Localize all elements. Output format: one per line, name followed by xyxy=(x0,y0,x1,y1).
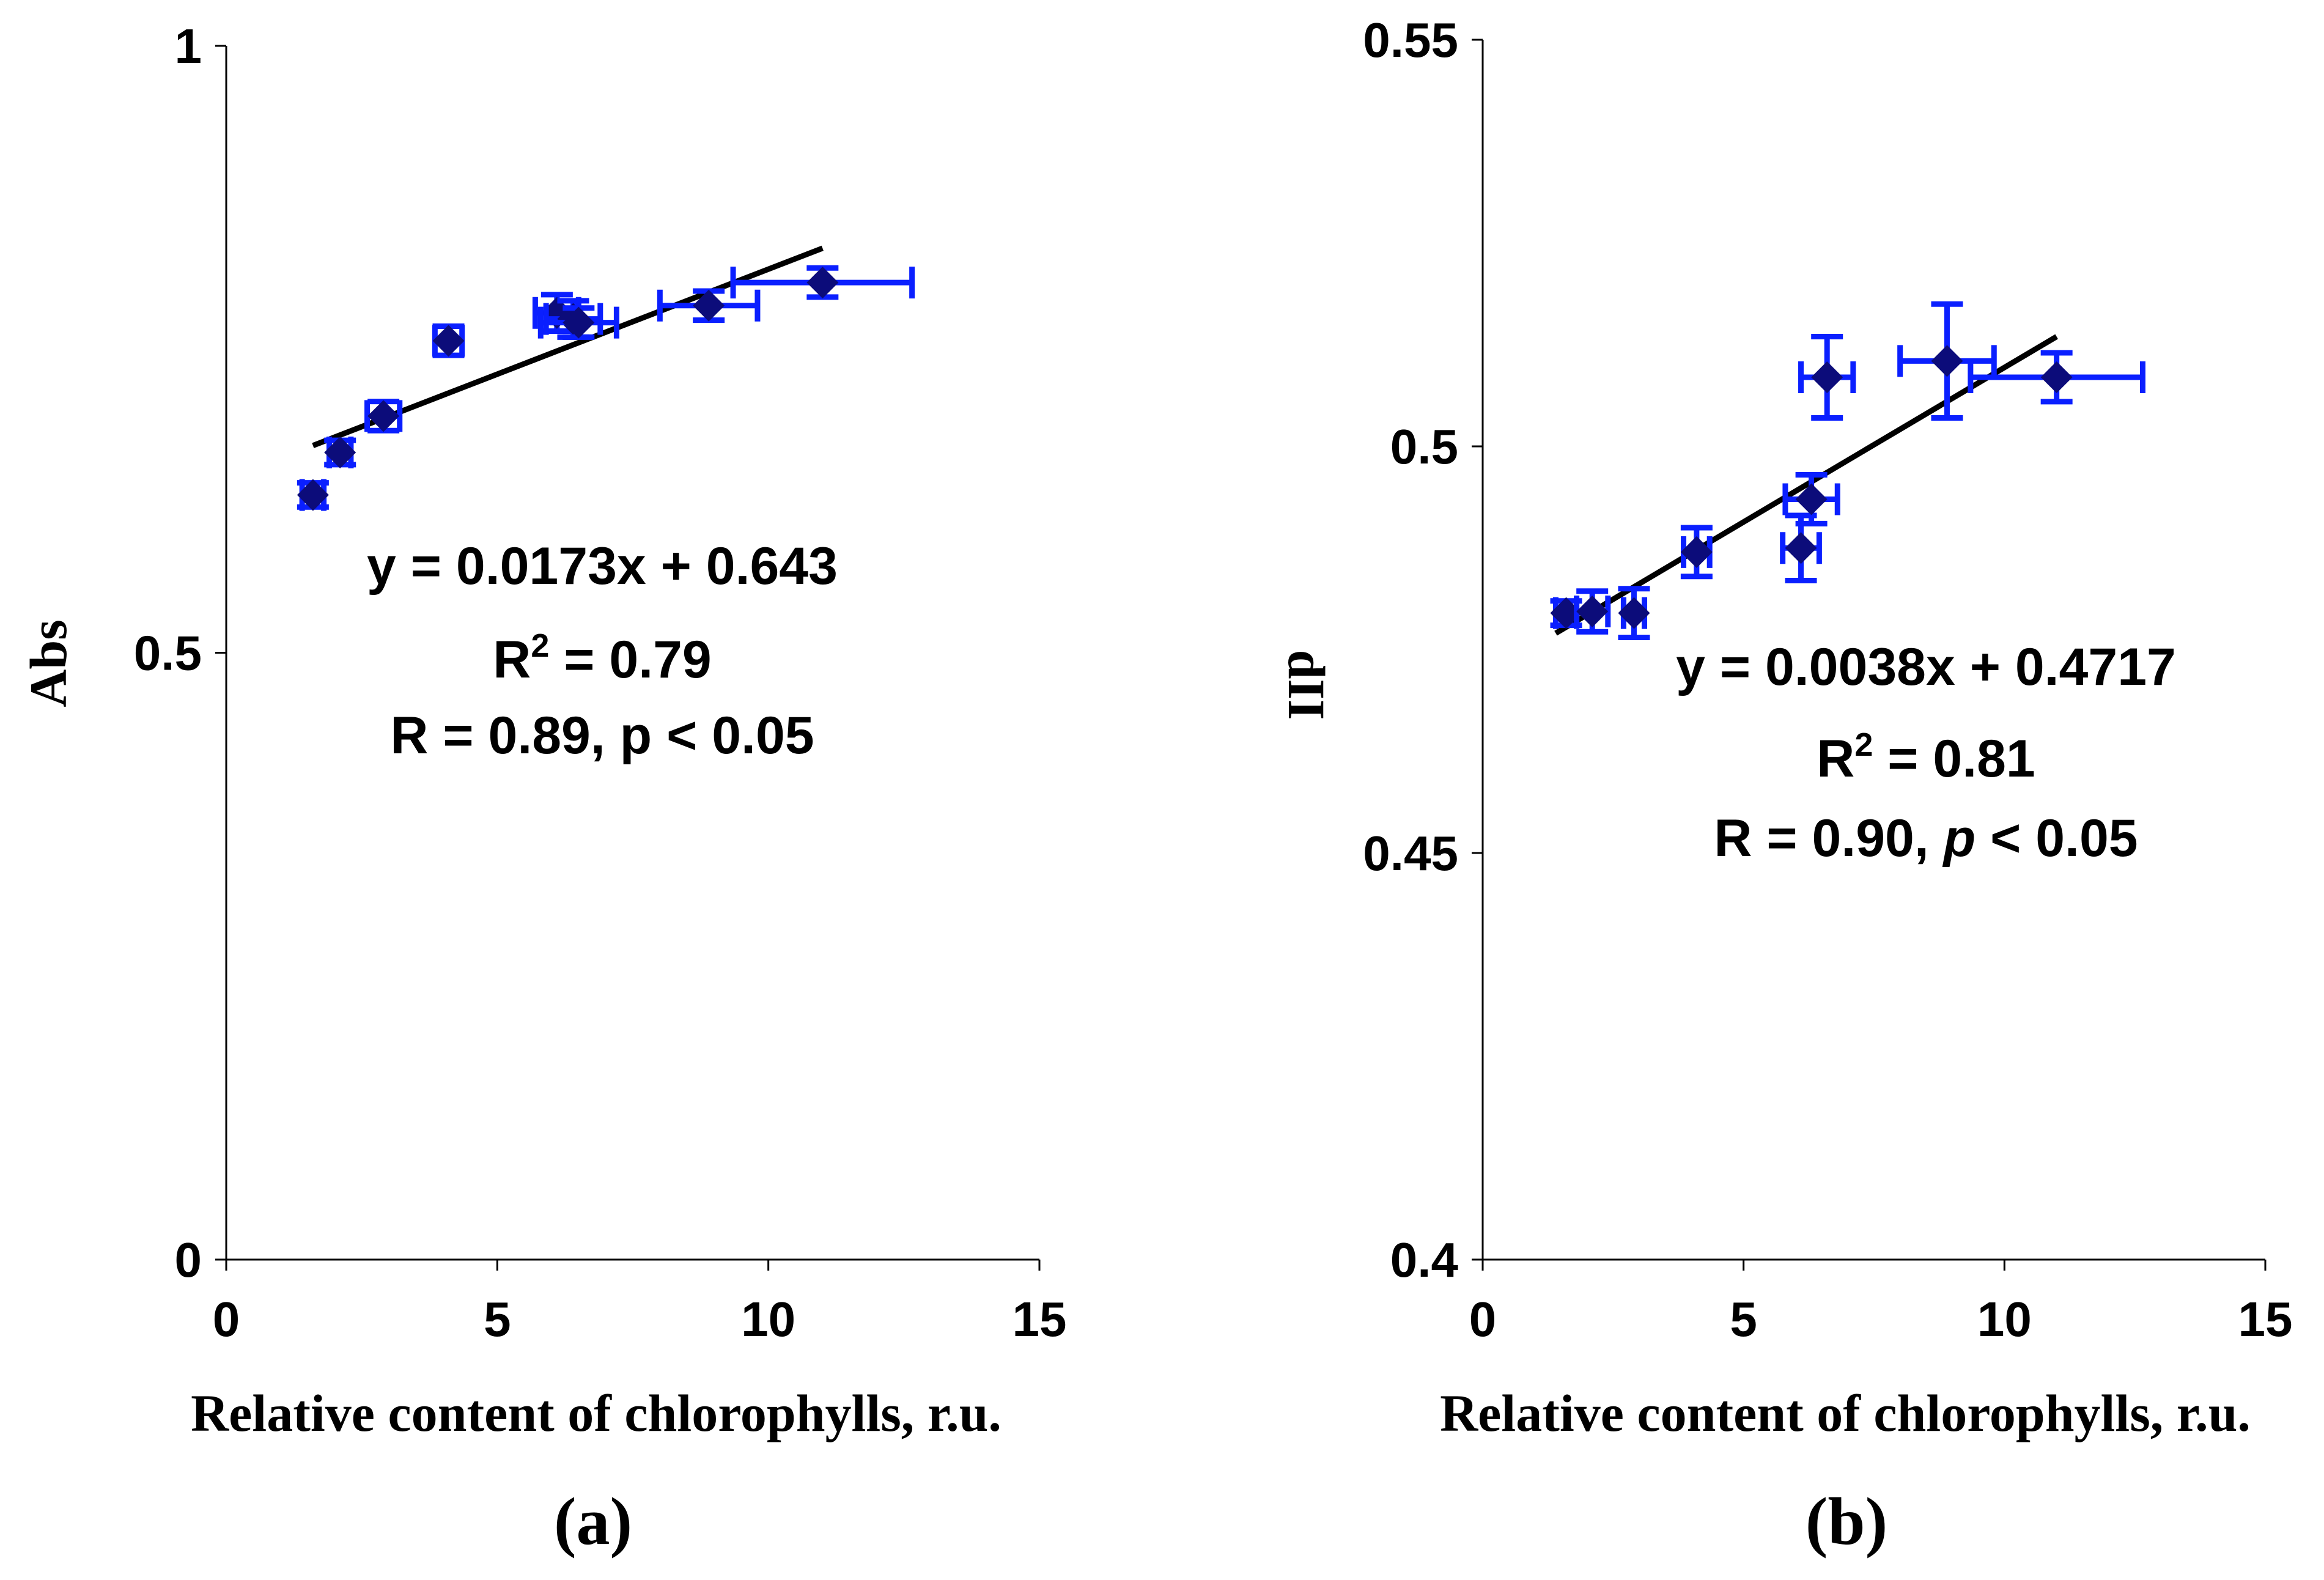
chart-b-diamond-marker xyxy=(1576,595,1609,627)
chart-a-diamond-marker xyxy=(806,267,839,299)
chart-b-data-point xyxy=(1782,472,1840,526)
chart-b-diamond-marker xyxy=(1931,345,1963,377)
chart-b-equation: y = 0.0038x + 0.4717 xyxy=(1676,638,2176,696)
chart-b-r2-value: = 0.81 xyxy=(1873,729,2035,788)
chart-a-diamond-marker xyxy=(563,306,595,339)
chart-b-points-layer xyxy=(1550,301,2145,641)
chart-b-diamond-marker xyxy=(2040,361,2073,393)
chart-a-xtick-label: 5 xyxy=(484,1292,511,1346)
chart-a-r2-superscript: 2 xyxy=(531,627,549,664)
chart-a-xtick-label: 10 xyxy=(741,1292,795,1346)
chart-b-diamond-marker xyxy=(1785,532,1817,564)
chart-a-panel-label: (a) xyxy=(554,1484,632,1559)
chart-b-data-point xyxy=(1618,586,1650,641)
chart-a-data-point xyxy=(297,479,329,511)
chart-b-r2: R2 = 0.81 xyxy=(1817,726,2035,788)
chart-b-r-p: R = 0.90, p < 0.05 xyxy=(1714,809,2138,868)
chart-a-data-point xyxy=(730,265,915,300)
chart-a-xlabel: Relative content of chlorophylls, r.u. xyxy=(191,1384,1002,1442)
chart-a-r-prefix: R = 0.89, xyxy=(390,706,619,765)
chart-a-diamond-marker xyxy=(297,479,329,511)
chart-b-xtick-label: 5 xyxy=(1730,1292,1757,1346)
chart-b-p-suffix: < 0.05 xyxy=(1975,809,2138,868)
chart-a-ytick-label: 1 xyxy=(175,19,202,73)
chart-b-p-symbol: p xyxy=(1942,809,1976,868)
chart-a-r-p: R = 0.89, p < 0.05 xyxy=(390,706,814,765)
chart-a-data-point xyxy=(537,305,619,340)
chart-a-p-symbol: p xyxy=(620,706,652,765)
chart-b-xlabel: Relative content of chlorophylls, r.u. xyxy=(1440,1384,2251,1442)
chart-b-axes: 0 5 10 15 0.4 0.45 0.5 0.55 xyxy=(1363,13,2292,1346)
chart-b-xtick-label: 15 xyxy=(2238,1292,2293,1346)
chart-a-data-point xyxy=(657,288,761,323)
chart-b-diamond-marker xyxy=(1795,483,1828,515)
chart-a-axes: 0 5 10 15 0 0.5 1 xyxy=(134,19,1067,1346)
chart-b-data-point xyxy=(1897,301,1997,421)
chart-a-data-point xyxy=(364,399,403,434)
chart-a-ytick-label: 0 xyxy=(175,1233,202,1287)
chart-a-xtick-label: 0 xyxy=(213,1292,240,1346)
chart-b-data-point xyxy=(1574,588,1611,635)
chart-a-ytick-label: 0.5 xyxy=(134,626,202,681)
chart-a-ylabel: Abs xyxy=(19,619,78,707)
chart-a-equation: y = 0.0173x + 0.643 xyxy=(367,537,838,596)
chart-a-r2-value: = 0.79 xyxy=(549,630,711,689)
chart-a-diamond-marker xyxy=(693,289,725,322)
chart-a-p-suffix: < 0.05 xyxy=(652,706,814,765)
chart-b-data-point xyxy=(1968,350,2145,405)
chart-a-data-point xyxy=(432,323,465,358)
chart-b-r2-superscript: 2 xyxy=(1854,726,1873,763)
chart-a-diamond-marker xyxy=(432,325,465,357)
chart-a-r2-prefix: R xyxy=(493,630,531,689)
chart-b-diamond-marker xyxy=(1811,361,1843,393)
chart-b-ytick-label: 0.5 xyxy=(1390,419,1458,474)
chart-a-r2: R2 = 0.79 xyxy=(493,627,712,689)
chart-b-panel-label: (b) xyxy=(1806,1484,1887,1559)
chart-b-diamond-marker xyxy=(1618,597,1650,629)
chart-panel-a: 0 5 10 15 0 0.5 1 Abs Relative content of chlo… xyxy=(19,19,1066,1559)
chart-b-ytick-label: 0.4 xyxy=(1390,1233,1459,1287)
chart-b-r-prefix: R = 0.90, xyxy=(1714,809,1943,868)
chart-b-ytick-label: 0.55 xyxy=(1363,13,1458,67)
chart-panel-b: 0 5 10 15 0.4 0.45 0.5 0.55 dII Relative conten… xyxy=(1277,13,2292,1559)
chart-a-data-point xyxy=(324,436,356,468)
chart-a-xtick-label: 15 xyxy=(1013,1292,1067,1346)
chart-b-data-point xyxy=(1680,525,1713,580)
chart-a-points-layer xyxy=(297,265,915,511)
chart-b-diamond-marker xyxy=(1680,536,1713,568)
chart-b-r2-prefix: R xyxy=(1817,729,1854,788)
chart-b-xtick-label: 10 xyxy=(1977,1292,2032,1346)
chart-a-diamond-marker xyxy=(324,436,356,468)
chart-b-data-point xyxy=(1798,333,1856,421)
chart-b-ylabel: dII xyxy=(1277,650,1336,720)
chart-a-diamond-marker xyxy=(367,400,400,432)
chart-b-xtick-label: 0 xyxy=(1469,1292,1497,1346)
chart-b-ytick-label: 0.45 xyxy=(1363,826,1458,880)
